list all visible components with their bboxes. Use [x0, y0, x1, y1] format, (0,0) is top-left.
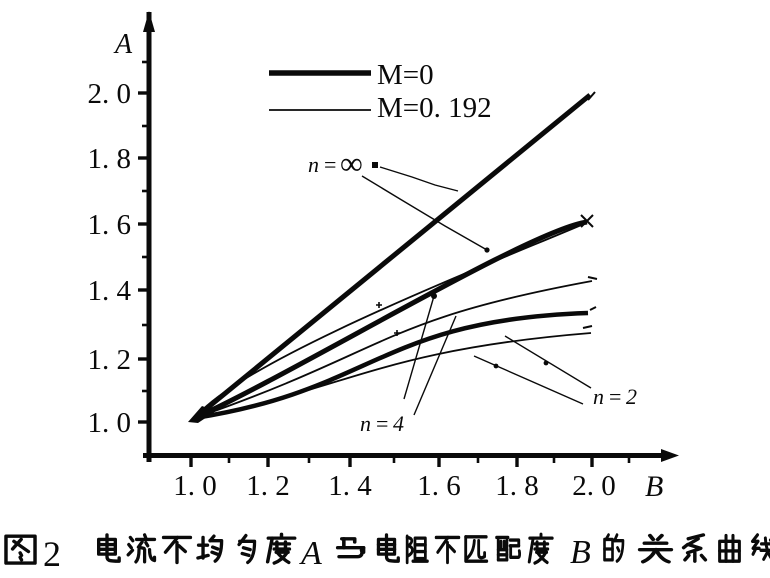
- svg-text:2. 0: 2. 0: [88, 78, 132, 110]
- svg-text:=: =: [376, 411, 388, 436]
- svg-text:1. 0: 1. 0: [88, 407, 132, 439]
- svg-text:4: 4: [393, 411, 404, 436]
- svg-text:A: A: [299, 535, 322, 572]
- svg-text:1. 2: 1. 2: [88, 344, 132, 376]
- svg-text:2: 2: [626, 384, 637, 409]
- svg-text:1. 6: 1. 6: [417, 470, 461, 502]
- svg-text:=: =: [324, 152, 336, 177]
- svg-text:∞: ∞: [340, 145, 363, 181]
- svg-text:M=0: M=0: [377, 59, 434, 91]
- svg-text:=: =: [609, 384, 621, 409]
- svg-text:A: A: [113, 29, 133, 60]
- svg-text:n: n: [360, 411, 371, 436]
- svg-text:2. 0: 2. 0: [572, 470, 616, 502]
- svg-text:B: B: [570, 534, 591, 571]
- svg-text:1. 0: 1. 0: [173, 470, 217, 502]
- svg-text:B: B: [645, 470, 663, 503]
- svg-text:1. 4: 1. 4: [88, 275, 132, 307]
- svg-text:1. 8: 1. 8: [88, 143, 132, 175]
- svg-text:M=0. 192: M=0. 192: [377, 92, 492, 124]
- svg-text:1. 2: 1. 2: [246, 470, 290, 502]
- svg-text:n: n: [308, 152, 319, 177]
- svg-text:2: 2: [43, 534, 61, 574]
- svg-text:1. 6: 1. 6: [88, 209, 132, 241]
- svg-text:1. 8: 1. 8: [495, 470, 539, 502]
- svg-text:n: n: [593, 384, 604, 409]
- svg-text:1. 4: 1. 4: [328, 470, 372, 502]
